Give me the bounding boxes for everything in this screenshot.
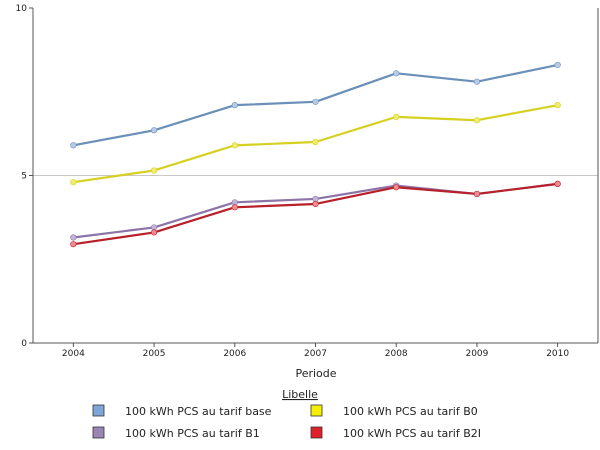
- data-point: [312, 98, 319, 105]
- legend-title: Libelle: [282, 388, 318, 401]
- x-axis-title: Periode: [295, 367, 336, 380]
- legend-swatch: [92, 404, 105, 417]
- data-point: [150, 229, 158, 236]
- data-point: [554, 180, 561, 187]
- data-point: [312, 138, 319, 146]
- data-point: [473, 190, 481, 198]
- data-point: [473, 78, 481, 85]
- legend-swatch: [310, 426, 323, 439]
- legend: 100 kWh PCS au tarif base 100 kWh PCS au …: [92, 404, 481, 440]
- legend-label: 100 kWh PCS au tarif B0: [343, 405, 478, 418]
- data-point: [150, 127, 158, 134]
- data-point: [70, 142, 77, 149]
- data-point: [554, 61, 561, 69]
- x-tick-label: 2009: [465, 349, 488, 359]
- data-point: [150, 167, 158, 174]
- series-line: [73, 63, 558, 147]
- y-tick-label: 5: [21, 172, 27, 182]
- x-tick-label: 2010: [546, 349, 569, 359]
- data-point: [231, 142, 238, 149]
- series-line: [73, 182, 558, 246]
- data-point: [554, 102, 561, 109]
- legend-label: 100 kWh PCS au tarif B1: [125, 427, 260, 440]
- x-tick-label: 2007: [304, 349, 327, 359]
- x-tick-label: 2008: [385, 349, 408, 359]
- y-tick-label: 0: [21, 339, 27, 349]
- x-tick-label: 2005: [143, 349, 166, 359]
- data-point: [70, 179, 77, 186]
- y-tick-label: 10: [16, 4, 28, 14]
- plot-area: [70, 61, 561, 248]
- data-point: [312, 200, 319, 208]
- legend-swatch: [310, 404, 323, 417]
- data-point: [473, 117, 481, 124]
- legend-swatch: [92, 426, 105, 439]
- axes: 0 5 10 2004 2005 2006 2007 2008 2009 2010: [16, 4, 599, 359]
- x-tick-label: 2004: [62, 349, 85, 359]
- data-point: [393, 184, 400, 191]
- data-point: [231, 204, 238, 211]
- data-point: [393, 113, 400, 120]
- data-point: [70, 241, 77, 248]
- data-point: [393, 70, 400, 77]
- legend-label: 100 kWh PCS au tarif base: [125, 405, 272, 418]
- x-tick-label: 2006: [223, 349, 246, 359]
- legend-label: 100 kWh PCS au tarif B2I: [343, 427, 481, 440]
- data-point: [70, 234, 77, 241]
- data-point: [231, 102, 238, 109]
